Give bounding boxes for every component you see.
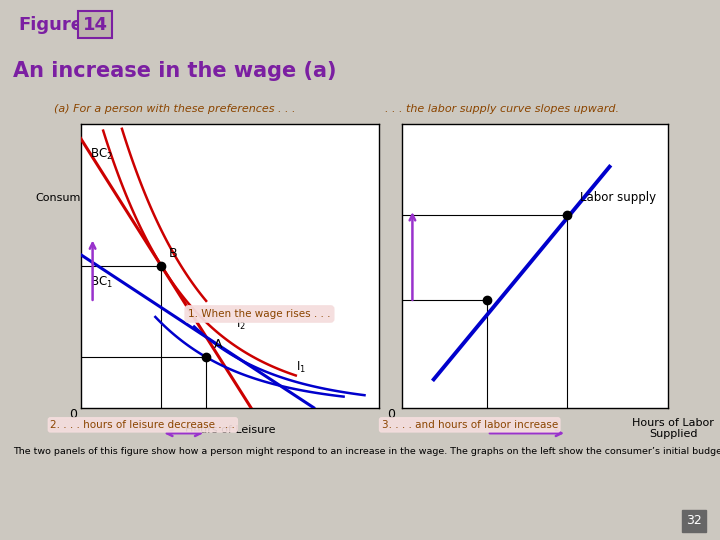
Text: Labor supply: Labor supply	[580, 191, 657, 204]
Text: 14: 14	[83, 16, 108, 34]
Text: 0: 0	[387, 408, 395, 421]
Text: Hours of Labor
Supplied: Hours of Labor Supplied	[632, 418, 714, 440]
Text: The two panels of this figure show how a person might respond to an increase in : The two panels of this figure show how a…	[13, 447, 720, 456]
Text: Wage: Wage	[405, 193, 436, 203]
Text: 1. When the wage rises . . .: 1. When the wage rises . . .	[188, 309, 330, 319]
Text: I$_2$: I$_2$	[236, 318, 246, 333]
Text: . . . the labor supply curve slopes upward.: . . . the labor supply curve slopes upwa…	[385, 104, 619, 113]
Text: B: B	[168, 247, 177, 260]
Text: BC$_1$: BC$_1$	[89, 275, 112, 290]
Text: BC$_2$: BC$_2$	[89, 147, 112, 163]
Text: 2. . . . hours of leisure decrease . . .: 2. . . . hours of leisure decrease . . .	[50, 420, 235, 430]
Text: Hours of Leisure: Hours of Leisure	[185, 424, 275, 435]
Text: 3. . . . and hours of labor increase: 3. . . . and hours of labor increase	[382, 420, 558, 430]
Text: I$_1$: I$_1$	[296, 360, 306, 375]
Text: (a) For a person with these preferences . . .: (a) For a person with these preferences …	[54, 104, 295, 113]
Text: A: A	[214, 338, 222, 351]
Text: An increase in the wage (a): An increase in the wage (a)	[13, 61, 336, 82]
Text: Figure: Figure	[18, 16, 83, 34]
Text: 32: 32	[686, 515, 702, 528]
Text: 0: 0	[69, 408, 77, 421]
Text: Consumption: Consumption	[35, 193, 109, 203]
